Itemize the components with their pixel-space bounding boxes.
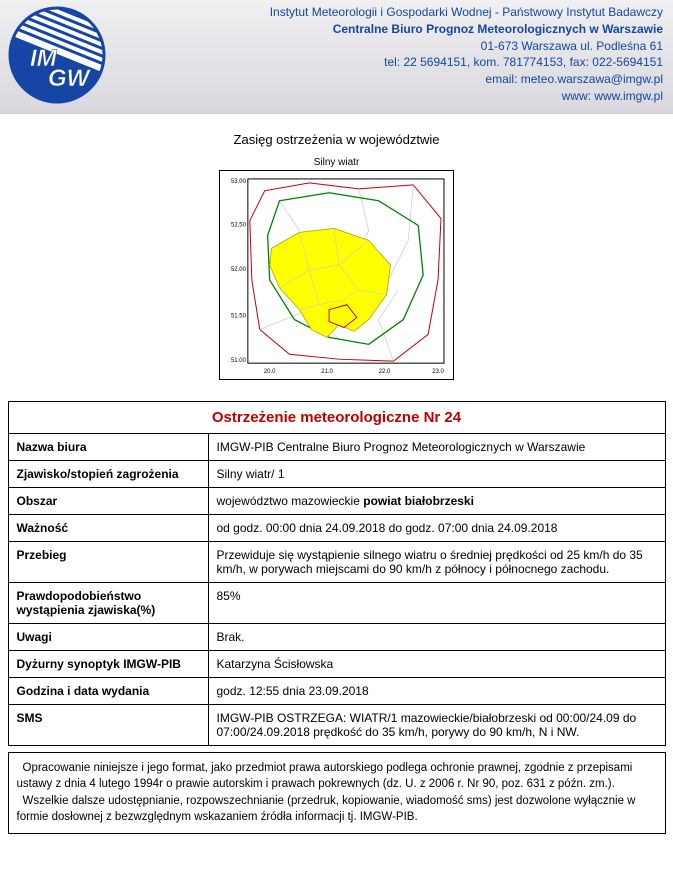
warning-map: 53.00 52.50 52.00 51.50 51.00 20.0 21.0 … bbox=[219, 170, 454, 380]
header-text: Instytut Meteorologii i Gospodarki Wodne… bbox=[116, 4, 663, 105]
row-value: 85% bbox=[208, 583, 665, 624]
svg-text:51.00: 51.00 bbox=[231, 358, 247, 364]
svg-text:20.0: 20.0 bbox=[264, 369, 276, 375]
row-label: Dyżurny synoptyk IMGW-PIB bbox=[8, 651, 208, 678]
row-label: SMS bbox=[8, 705, 208, 746]
row-label: Uwagi bbox=[8, 624, 208, 651]
row-value: Brak. bbox=[208, 624, 665, 651]
row-value: IMGW-PIB OSTRZEGA: WIATR/1 mazowieckie/b… bbox=[208, 705, 665, 746]
table-row: Zjawisko/stopień zagrożeniaSilny wiatr/ … bbox=[8, 461, 665, 488]
header-line-5: email: meteo.warszawa@imgw.pl bbox=[116, 71, 663, 88]
header-line-2: Centralne Biuro Prognoz Meteorologicznyc… bbox=[116, 21, 663, 38]
row-value: IMGW-PIB Centralne Biuro Prognoz Meteoro… bbox=[208, 434, 665, 461]
svg-text:21.0: 21.0 bbox=[321, 369, 333, 375]
table-row: Dyżurny synoptyk IMGW-PIBKatarzyna Ścisł… bbox=[8, 651, 665, 678]
row-value: Katarzyna Ścisłowska bbox=[208, 651, 665, 678]
row-value: województwo mazowieckie powiat białobrze… bbox=[208, 488, 665, 515]
table-row: Obszarwojewództwo mazowieckie powiat bia… bbox=[8, 488, 665, 515]
row-label: Zjawisko/stopień zagrożenia bbox=[8, 461, 208, 488]
svg-text:GW: GW bbox=[48, 65, 92, 92]
map-container: Silny wiatr 53.00 52.50 52.00 51.50 51.0… bbox=[0, 157, 673, 383]
header-line-1: Instytut Meteorologii i Gospodarki Wodne… bbox=[116, 4, 663, 21]
row-label: Obszar bbox=[8, 488, 208, 515]
warning-title: Ostrzeżenie meteorologiczne Nr 24 bbox=[8, 402, 665, 434]
table-row: Ważnośćod godz. 00:00 dnia 24.09.2018 do… bbox=[8, 515, 665, 542]
row-value: godz. 12:55 dnia 23.09.2018 bbox=[208, 678, 665, 705]
section-title: Zasięg ostrzeżenia w województwie bbox=[0, 132, 673, 147]
table-row: PrzebiegPrzewiduje się wystąpienie silne… bbox=[8, 542, 665, 583]
footnote: Opracowanie niniejsze i jego format, jak… bbox=[8, 752, 666, 834]
row-value: od godz. 00:00 dnia 24.09.2018 do godz. … bbox=[208, 515, 665, 542]
svg-text:51.50: 51.50 bbox=[231, 314, 247, 320]
www-link[interactable]: www.imgw.pl bbox=[594, 89, 663, 103]
row-label: Nazwa biura bbox=[8, 434, 208, 461]
svg-text:53.00: 53.00 bbox=[231, 179, 247, 185]
row-label: Godzina i data wydania bbox=[8, 678, 208, 705]
table-row: Godzina i data wydaniagodz. 12:55 dnia 2… bbox=[8, 678, 665, 705]
svg-text:22.0: 22.0 bbox=[379, 369, 391, 375]
row-value: Silny wiatr/ 1 bbox=[208, 461, 665, 488]
table-row: SMSIMGW-PIB OSTRZEGA: WIATR/1 mazowiecki… bbox=[8, 705, 665, 746]
svg-text:52.00: 52.00 bbox=[231, 267, 247, 273]
imgw-logo: IM GW bbox=[8, 6, 106, 107]
table-row: UwagiBrak. bbox=[8, 624, 665, 651]
warning-table: Ostrzeżenie meteorologiczne Nr 24 Nazwa … bbox=[8, 401, 666, 746]
table-row: Nazwa biuraIMGW-PIB Centralne Biuro Prog… bbox=[8, 434, 665, 461]
row-value: Przewiduje się wystąpienie silnego wiatr… bbox=[208, 542, 665, 583]
row-label: Ważność bbox=[8, 515, 208, 542]
footnote-p2: Wszelkie dalsze udostępnianie, rozpowsze… bbox=[17, 794, 657, 825]
map-caption: Silny wiatr bbox=[0, 157, 673, 168]
footnote-p1: Opracowanie niniejsze i jego format, jak… bbox=[17, 761, 657, 792]
row-label: Prawdopodobieństwo wystąpienia zjawiska(… bbox=[8, 583, 208, 624]
header-line-4: tel: 22 5694151, kom. 781774153, fax: 02… bbox=[116, 54, 663, 71]
table-row: Prawdopodobieństwo wystąpienia zjawiska(… bbox=[8, 583, 665, 624]
header: IM GW Instytut Meteorologii i Gospodarki… bbox=[0, 0, 673, 114]
svg-text:52.50: 52.50 bbox=[231, 222, 247, 228]
header-line-6: www: www.imgw.pl bbox=[116, 88, 663, 105]
row-label: Przebieg bbox=[8, 542, 208, 583]
svg-text:23.0: 23.0 bbox=[432, 369, 444, 375]
email-link[interactable]: meteo.warszawa@imgw.pl bbox=[521, 72, 663, 86]
header-line-3: 01-673 Warszawa ul. Podleśna 61 bbox=[116, 38, 663, 55]
